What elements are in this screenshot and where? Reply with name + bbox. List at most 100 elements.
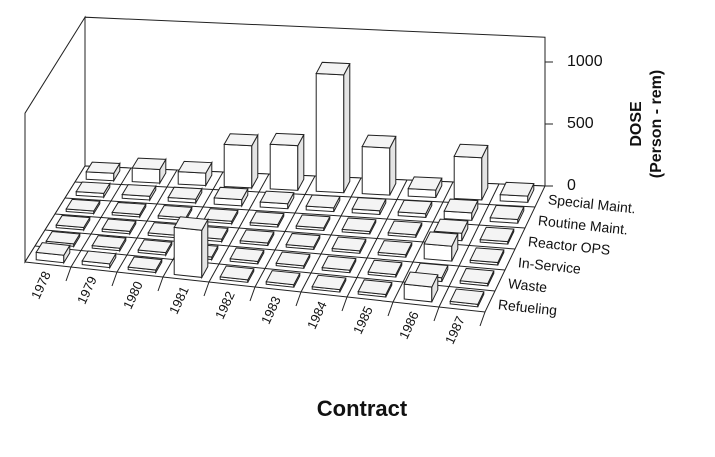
bar <box>213 186 249 208</box>
bar-top <box>311 274 347 291</box>
bar-top <box>469 247 505 264</box>
bar <box>285 232 321 250</box>
bar <box>341 217 377 235</box>
bar-top <box>331 236 367 252</box>
bar-front <box>177 171 207 187</box>
bar-top <box>239 229 275 244</box>
bar <box>75 181 111 199</box>
bar <box>91 235 127 253</box>
bar <box>177 160 213 188</box>
bar <box>85 161 121 183</box>
bar-top <box>35 242 71 256</box>
bar-top <box>285 232 321 248</box>
x-tick-label: 1987 <box>442 314 468 347</box>
bar-top <box>269 132 305 147</box>
bar <box>173 216 209 280</box>
bar <box>101 218 137 236</box>
bar <box>367 259 403 278</box>
bar <box>479 226 515 245</box>
bar-top <box>489 204 525 221</box>
bar-top <box>459 267 495 284</box>
bar-top <box>75 181 111 194</box>
bar-top <box>449 288 485 305</box>
bar <box>453 143 489 201</box>
bar <box>265 270 301 288</box>
bar-top <box>111 201 147 215</box>
bar-top <box>121 184 157 197</box>
bar <box>55 214 91 232</box>
bar <box>443 198 479 221</box>
bar-front <box>423 243 453 262</box>
bar-front <box>223 143 253 189</box>
x-tick-label: 1980 <box>120 279 146 312</box>
bar-top <box>423 231 459 247</box>
bar <box>397 199 433 218</box>
bar <box>127 256 163 275</box>
x-tick-label: 1982 <box>212 289 238 322</box>
bar-top <box>351 197 387 212</box>
bar-front <box>315 72 345 194</box>
row-label: In-Service <box>517 254 582 277</box>
bar-top <box>213 186 249 201</box>
x-tick <box>433 306 440 322</box>
x-tick-label: 1986 <box>396 309 422 342</box>
x-tick-label: 1984 <box>304 299 330 332</box>
bar-top <box>479 226 515 243</box>
bar <box>377 240 413 258</box>
bar <box>111 201 147 219</box>
x-tick <box>249 286 256 302</box>
bar-top <box>81 250 117 265</box>
bar-front <box>361 146 391 196</box>
bar-top <box>403 271 439 288</box>
bar-top <box>407 176 443 191</box>
bar-top <box>295 214 331 229</box>
x-tick-label: 1978 <box>28 269 54 302</box>
bar <box>407 176 443 199</box>
bar <box>351 197 387 216</box>
bar <box>223 133 259 190</box>
row-label: Routine Maint. <box>537 212 628 237</box>
bar-front <box>173 226 203 278</box>
bar-top <box>167 186 203 200</box>
bar <box>489 204 525 224</box>
bar-top <box>131 157 167 170</box>
z-tick-label: 0 <box>567 177 576 194</box>
x-tick-label: 1983 <box>258 294 284 327</box>
bar-top <box>433 218 469 234</box>
x-tick <box>295 291 302 307</box>
bar-top <box>101 218 137 232</box>
bar <box>275 251 311 269</box>
bar <box>321 255 357 274</box>
bar <box>229 247 265 265</box>
bar-front <box>453 155 483 201</box>
bar-top <box>321 255 357 271</box>
bar <box>249 211 285 228</box>
z-tick-label: 1000 <box>567 53 603 70</box>
bar <box>311 274 347 293</box>
bar <box>423 231 459 262</box>
bar <box>137 239 173 257</box>
bar <box>459 267 495 287</box>
bar-top <box>177 160 213 174</box>
bar-top <box>173 216 209 231</box>
bar-top <box>65 198 101 212</box>
bar <box>305 194 341 213</box>
bar <box>361 134 397 196</box>
chart-title: Contract <box>317 396 408 421</box>
bar-top <box>137 239 173 254</box>
bar-top <box>229 247 265 262</box>
x-tick-label: 1985 <box>350 304 376 337</box>
bar <box>65 198 101 216</box>
bar-top <box>223 133 259 147</box>
bar <box>449 288 485 308</box>
bar <box>295 214 331 232</box>
bar <box>131 157 167 185</box>
bar-top <box>275 251 311 267</box>
bar-top <box>387 220 423 236</box>
bar-front <box>269 143 299 191</box>
z-axis-label: (Person - rem) <box>648 70 665 178</box>
bar-top <box>357 279 393 296</box>
bar-top <box>305 194 341 209</box>
bar <box>269 132 305 191</box>
